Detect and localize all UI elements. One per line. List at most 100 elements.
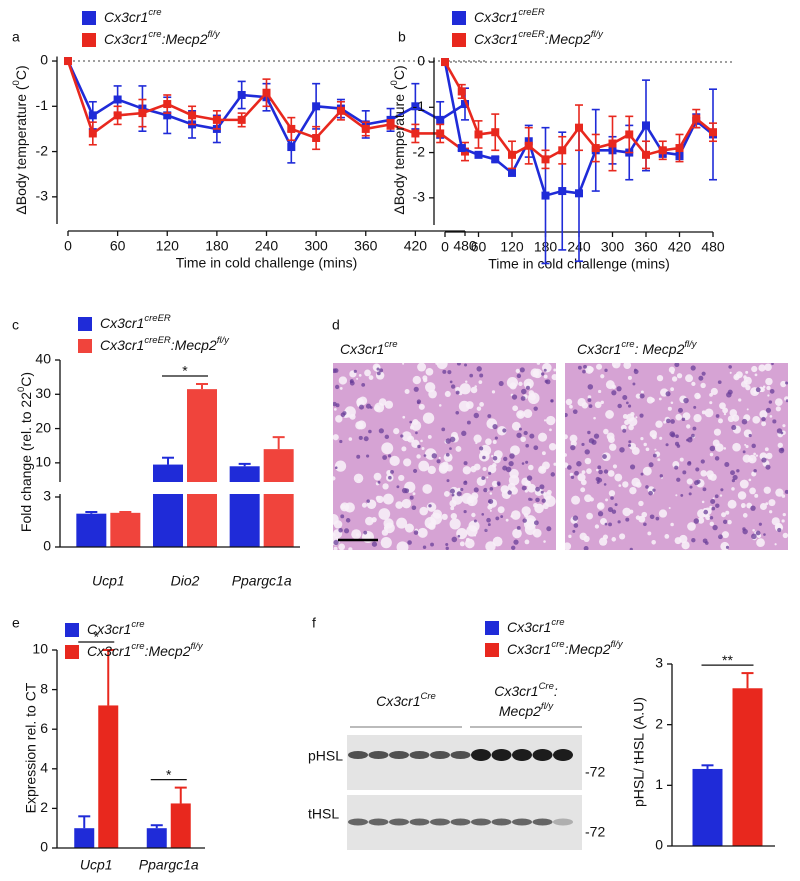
tissue-texture (380, 537, 392, 549)
nucleus (670, 432, 676, 438)
tissue-texture (761, 421, 767, 427)
nucleus (379, 368, 384, 373)
nucleus (530, 498, 533, 501)
tissue-texture (338, 376, 348, 385)
y-axis-label: pHSL/ tHSL (A.U) (631, 697, 647, 807)
nucleus (643, 522, 647, 527)
nucleus (751, 443, 756, 449)
point (113, 95, 122, 104)
tissue-texture (470, 386, 478, 394)
nucleus (349, 379, 354, 384)
nucleus (464, 363, 468, 367)
nucleus (765, 407, 772, 413)
tissue-texture (471, 512, 476, 518)
tissue-texture (349, 413, 356, 420)
tissue-texture (686, 478, 693, 485)
tissue-texture (418, 403, 425, 410)
nucleus (748, 433, 752, 438)
tissue-texture (594, 401, 602, 409)
tissue-texture (647, 531, 652, 536)
tissue-texture (745, 444, 749, 449)
tissue-texture (750, 457, 754, 462)
y-tick-label: 10 (35, 454, 51, 470)
legend-label: Cx3cr1cre:Mecp2fl/y (507, 639, 624, 657)
tissue-texture (748, 478, 752, 482)
tissue-texture (759, 410, 768, 419)
tissue-texture (759, 502, 767, 510)
tissue-texture (583, 535, 590, 542)
nucleus (588, 404, 593, 408)
histology-image (565, 363, 788, 550)
x-tick-label: 480 (701, 239, 725, 255)
nucleus (533, 406, 538, 411)
nucleus (704, 541, 709, 545)
nucleus (476, 366, 482, 372)
point (608, 139, 617, 148)
nucleus (428, 504, 432, 508)
nucleus (533, 445, 539, 451)
point (163, 100, 172, 109)
tissue-texture (401, 498, 412, 509)
nucleus (503, 456, 508, 462)
tissue-texture (430, 512, 443, 525)
tissue-texture (667, 406, 672, 411)
tissue-texture (735, 371, 743, 379)
nucleus (335, 384, 340, 390)
point (237, 90, 246, 99)
point (436, 115, 445, 124)
blot-band (532, 818, 553, 826)
nucleus (445, 438, 452, 444)
nucleus (675, 434, 679, 439)
significance-label: * (182, 363, 188, 379)
tissue-texture (426, 502, 437, 512)
tissue-texture (596, 363, 603, 370)
tissue-texture (741, 505, 744, 508)
nucleus (358, 404, 364, 410)
tissue-texture (753, 452, 756, 456)
nucleus (652, 488, 656, 492)
nucleus (670, 419, 675, 424)
text-run: Cx3cr1 (474, 31, 518, 47)
tissue-texture (723, 447, 727, 450)
nucleus (628, 444, 632, 448)
text-run: ΔBody temperature ( (13, 85, 29, 215)
tissue-texture (442, 461, 449, 468)
tissue-texture (565, 398, 573, 406)
tissue-texture (529, 393, 536, 401)
tissue-texture (612, 464, 618, 469)
point (411, 129, 420, 138)
tissue-texture (659, 436, 663, 440)
tissue-texture (486, 476, 489, 479)
nucleus (633, 368, 637, 372)
nucleus (436, 459, 441, 464)
nucleus (550, 399, 554, 403)
nucleus (742, 527, 746, 531)
nucleus (714, 494, 719, 499)
tissue-texture (658, 509, 668, 518)
superscript: cre (551, 639, 564, 650)
nucleus (758, 522, 762, 526)
tissue-texture (485, 541, 496, 550)
x-tick-label: 360 (634, 239, 658, 255)
tissue-texture (489, 509, 492, 512)
tissue-texture (645, 447, 650, 452)
tissue-texture (361, 502, 368, 508)
point (508, 168, 516, 177)
nucleus (698, 375, 704, 381)
y-tick-label: 6 (40, 720, 48, 736)
tissue-texture (663, 420, 667, 424)
superscript: 0 (11, 80, 22, 85)
tissue-texture (333, 476, 336, 481)
legend-swatch (65, 623, 79, 637)
y-tick-label: 4 (40, 760, 48, 776)
tissue-texture (474, 385, 477, 388)
tissue-texture (704, 408, 714, 418)
text-run: :Mecp2 (145, 643, 191, 659)
x-tick-label: 120 (156, 238, 180, 254)
nucleus (371, 541, 378, 547)
tissue-texture (456, 487, 462, 493)
y-tick-label: -1 (36, 97, 49, 113)
tissue-texture (697, 484, 700, 488)
y-axis-label: ΔBody temperature (0C) (11, 65, 29, 214)
